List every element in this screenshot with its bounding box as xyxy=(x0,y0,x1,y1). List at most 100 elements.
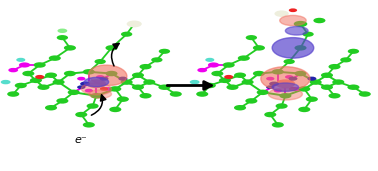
Circle shape xyxy=(234,73,246,78)
Circle shape xyxy=(257,90,269,95)
Ellipse shape xyxy=(89,90,112,98)
Circle shape xyxy=(284,59,295,64)
Circle shape xyxy=(238,55,250,61)
Circle shape xyxy=(302,32,314,37)
Circle shape xyxy=(307,77,316,81)
Circle shape xyxy=(226,84,239,90)
Circle shape xyxy=(266,77,274,81)
Circle shape xyxy=(45,105,57,110)
Circle shape xyxy=(132,84,144,90)
Circle shape xyxy=(77,85,85,89)
Circle shape xyxy=(190,80,200,84)
Circle shape xyxy=(53,79,65,85)
Circle shape xyxy=(196,91,208,97)
Circle shape xyxy=(298,107,310,112)
Circle shape xyxy=(139,93,152,98)
Circle shape xyxy=(294,21,307,27)
Circle shape xyxy=(359,91,371,97)
Circle shape xyxy=(208,62,219,68)
Circle shape xyxy=(279,93,291,98)
Circle shape xyxy=(294,71,307,76)
Text: e⁻: e⁻ xyxy=(75,135,88,145)
Circle shape xyxy=(328,64,341,69)
Ellipse shape xyxy=(88,65,127,85)
Circle shape xyxy=(64,45,76,51)
Ellipse shape xyxy=(84,77,108,87)
Circle shape xyxy=(313,18,325,23)
Circle shape xyxy=(105,71,118,76)
Circle shape xyxy=(269,82,279,86)
Circle shape xyxy=(22,71,34,76)
Circle shape xyxy=(285,75,293,79)
Circle shape xyxy=(332,79,344,85)
Circle shape xyxy=(90,93,102,98)
Circle shape xyxy=(170,91,182,97)
Circle shape xyxy=(19,62,30,68)
Circle shape xyxy=(253,45,265,51)
Circle shape xyxy=(132,73,144,78)
Circle shape xyxy=(347,84,359,90)
Circle shape xyxy=(151,57,163,62)
Circle shape xyxy=(139,64,152,69)
Circle shape xyxy=(118,77,127,81)
Circle shape xyxy=(75,112,87,117)
Circle shape xyxy=(57,29,67,33)
Circle shape xyxy=(276,79,295,88)
Circle shape xyxy=(1,80,11,84)
Circle shape xyxy=(223,62,235,68)
Circle shape xyxy=(99,77,108,81)
Circle shape xyxy=(87,103,99,109)
Circle shape xyxy=(310,79,322,85)
Circle shape xyxy=(109,107,121,112)
Circle shape xyxy=(211,71,223,76)
Circle shape xyxy=(68,90,80,95)
Circle shape xyxy=(306,96,318,102)
Circle shape xyxy=(253,71,265,76)
Circle shape xyxy=(57,35,68,40)
Circle shape xyxy=(293,87,301,91)
Circle shape xyxy=(30,78,42,83)
Circle shape xyxy=(35,75,44,79)
Circle shape xyxy=(205,58,214,62)
Ellipse shape xyxy=(81,83,112,95)
Circle shape xyxy=(294,45,307,51)
Circle shape xyxy=(266,85,274,89)
Circle shape xyxy=(348,49,359,54)
Circle shape xyxy=(94,59,106,64)
Circle shape xyxy=(80,82,90,86)
Circle shape xyxy=(87,79,106,88)
Circle shape xyxy=(49,55,61,61)
Circle shape xyxy=(16,58,25,62)
Circle shape xyxy=(56,98,68,104)
Ellipse shape xyxy=(285,27,308,35)
Circle shape xyxy=(246,35,257,40)
Circle shape xyxy=(85,89,93,93)
Circle shape xyxy=(34,62,46,68)
Ellipse shape xyxy=(268,88,302,100)
Circle shape xyxy=(289,8,297,12)
Circle shape xyxy=(245,98,257,104)
Circle shape xyxy=(289,87,297,91)
Circle shape xyxy=(272,122,284,128)
Circle shape xyxy=(8,68,18,72)
Circle shape xyxy=(276,103,288,109)
Circle shape xyxy=(274,10,289,17)
Circle shape xyxy=(242,79,254,85)
Circle shape xyxy=(45,73,57,78)
Circle shape xyxy=(121,79,133,85)
Circle shape xyxy=(15,83,27,88)
Circle shape xyxy=(104,87,112,91)
Circle shape xyxy=(328,93,341,98)
Circle shape xyxy=(96,75,104,79)
Circle shape xyxy=(274,89,282,93)
Circle shape xyxy=(224,75,233,79)
Circle shape xyxy=(77,77,85,81)
Circle shape xyxy=(83,69,95,75)
Circle shape xyxy=(37,84,50,90)
Circle shape xyxy=(219,78,231,83)
Circle shape xyxy=(321,73,333,78)
Circle shape xyxy=(143,79,155,85)
Circle shape xyxy=(159,49,170,54)
Circle shape xyxy=(234,105,246,110)
Ellipse shape xyxy=(280,15,306,26)
